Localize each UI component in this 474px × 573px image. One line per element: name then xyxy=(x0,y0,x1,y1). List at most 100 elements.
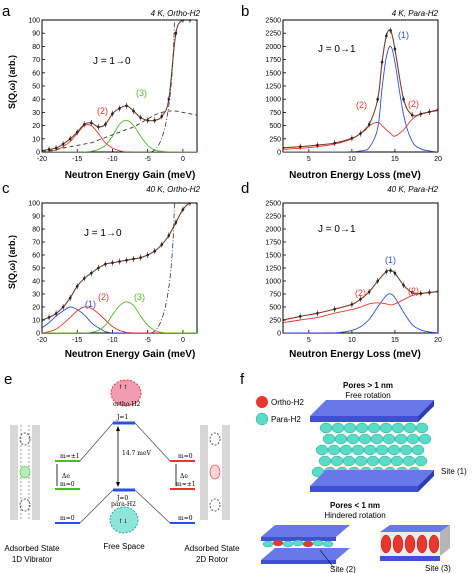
data-point-d xyxy=(419,292,423,295)
data-point-b xyxy=(376,97,380,101)
panel-a-letter: a xyxy=(2,3,11,20)
para-molecule-large-pore xyxy=(315,444,329,456)
y-tick-label-b: 1750 xyxy=(265,57,281,64)
data-point-d xyxy=(385,270,388,273)
data-point-c xyxy=(54,312,58,315)
chart-a: -20 -15 -10 -5 0 0 10 20 30 40 50 60 70 80 90 100 xyxy=(28,18,198,163)
right-delta-label: Δe xyxy=(180,473,188,480)
elastic-tail-c xyxy=(151,203,175,333)
data-point-a xyxy=(188,20,192,22)
para-molecule-site-2 xyxy=(262,540,274,548)
site-2-label: Site (2) xyxy=(330,565,356,573)
data-point-a xyxy=(97,125,100,129)
data-point-b xyxy=(410,113,414,117)
para-molecule-large-pore xyxy=(367,422,381,434)
panel-a-transition: J = 1→0 xyxy=(93,56,131,67)
data-point-d xyxy=(316,311,319,315)
para-molecule-large-pore xyxy=(327,444,341,456)
panel-a-xlabel: Neutron Energy Gain (meV) xyxy=(65,170,196,181)
ortho-molecule xyxy=(110,379,142,407)
para-molecule-large-pore xyxy=(378,455,392,467)
plot-area-c xyxy=(42,203,197,333)
para-molecule-large-pore xyxy=(322,433,336,445)
data-point-c xyxy=(82,277,86,280)
data-point-c xyxy=(118,260,121,263)
y-tick-label-a: 20 xyxy=(32,123,40,130)
data-point-c xyxy=(90,271,93,275)
y-tick-label-d: 750 xyxy=(269,292,281,299)
para-molecule-large-pore xyxy=(366,455,380,467)
data-point-b xyxy=(419,112,423,116)
data-point-d xyxy=(283,318,285,322)
series-line-b-data xyxy=(283,29,438,149)
series-line-b-1 xyxy=(283,45,438,152)
panel-c-peak-2: (2) xyxy=(98,292,109,302)
x-tick-label-a: -5 xyxy=(145,156,151,163)
x-tick-label-d: 20 xyxy=(434,337,442,344)
panel-d-peak-1: (1) xyxy=(385,255,396,265)
ortho-molecule-site-3 xyxy=(428,534,440,554)
panel-c-title: 40 K, Ortho-H2 xyxy=(146,185,200,194)
data-point-a xyxy=(61,142,65,146)
data-point-c xyxy=(47,316,51,319)
large-pore-bottom-slab xyxy=(310,470,434,486)
panel-b-peak-2-left: (2) xyxy=(356,100,367,110)
panel-b-xlabel: Neutron Energy Loss (meV) xyxy=(289,170,421,181)
para-molecule-large-pore xyxy=(394,433,408,445)
left-mode-label: 1D Vibrator xyxy=(12,555,53,564)
ortho-label: ortho-H2 xyxy=(113,401,141,408)
series-line-b-2 xyxy=(283,110,438,150)
x-tick-label-a: -20 xyxy=(37,156,47,163)
para-molecule-site-2 xyxy=(292,539,304,547)
elastic-tail-a xyxy=(151,20,175,152)
y-tick-label-b: 500 xyxy=(269,123,281,130)
data-point-c xyxy=(68,296,72,300)
y-tick-label-a: 60 xyxy=(32,70,40,77)
ortho-molecule-site-3 xyxy=(392,534,404,554)
series-line-d-data xyxy=(283,269,438,321)
panel-c-ylabel: S(Q,ω) (arb.) xyxy=(7,235,17,289)
data-point-b xyxy=(428,110,431,114)
x-tick-label-a: -10 xyxy=(107,156,117,163)
panel-d-xlabel: Neutron Energy Loss (meV) xyxy=(289,349,421,360)
plot-frame-c xyxy=(41,202,198,334)
data-point-b xyxy=(316,143,319,147)
x-tick-label-b: 5 xyxy=(307,156,311,163)
y-tick-label-d: 1000 xyxy=(265,279,281,286)
para-molecule-large-pore xyxy=(342,455,356,467)
data-point-c xyxy=(111,261,114,265)
y-tick-label-d: 1750 xyxy=(265,240,281,247)
right-molecule-mid xyxy=(209,464,221,480)
data-point-d xyxy=(367,290,371,294)
para-molecule-site-2 xyxy=(312,539,324,547)
left-level-j0-label: m=0 xyxy=(60,515,75,522)
small-pore-2-bottom-slab xyxy=(261,548,350,560)
panel-a-ylabel: S(Q,ω) (arb.) xyxy=(7,55,17,109)
data-point-b xyxy=(367,123,371,126)
data-point-c xyxy=(181,208,185,211)
para-molecule-large-pore xyxy=(318,455,332,467)
panel-b-peak-1: (1) xyxy=(398,30,409,40)
panel-c-transition: J = 1→0 xyxy=(84,228,122,239)
hindered-rotation-label: Hindered rotation xyxy=(324,511,385,520)
data-point-c xyxy=(104,262,107,266)
data-point-c xyxy=(195,203,197,205)
para-molecule-large-pore xyxy=(330,455,344,467)
data-point-c xyxy=(153,249,157,253)
ortho-molecule-site-3 xyxy=(404,534,416,554)
para-molecule-site-2 xyxy=(282,540,294,548)
panel-a-title: 4 K, Ortho-H2 xyxy=(151,9,201,18)
y-tick-label-d: 500 xyxy=(269,305,281,312)
left-pore-wall-left xyxy=(10,425,18,520)
y-tick-label-c: 90 xyxy=(32,214,40,221)
data-point-a xyxy=(42,149,44,152)
y-tick-label-c: 60 xyxy=(32,253,40,260)
large-pore-top-slab xyxy=(310,400,434,416)
y-tick-label-a: 100 xyxy=(28,18,40,25)
data-point-b xyxy=(380,60,384,64)
data-point-c xyxy=(125,258,128,262)
x-tick-label-c: -20 xyxy=(37,337,47,344)
panel-d-peak-2-left: (2) xyxy=(355,288,366,298)
data-point-b xyxy=(359,132,362,135)
